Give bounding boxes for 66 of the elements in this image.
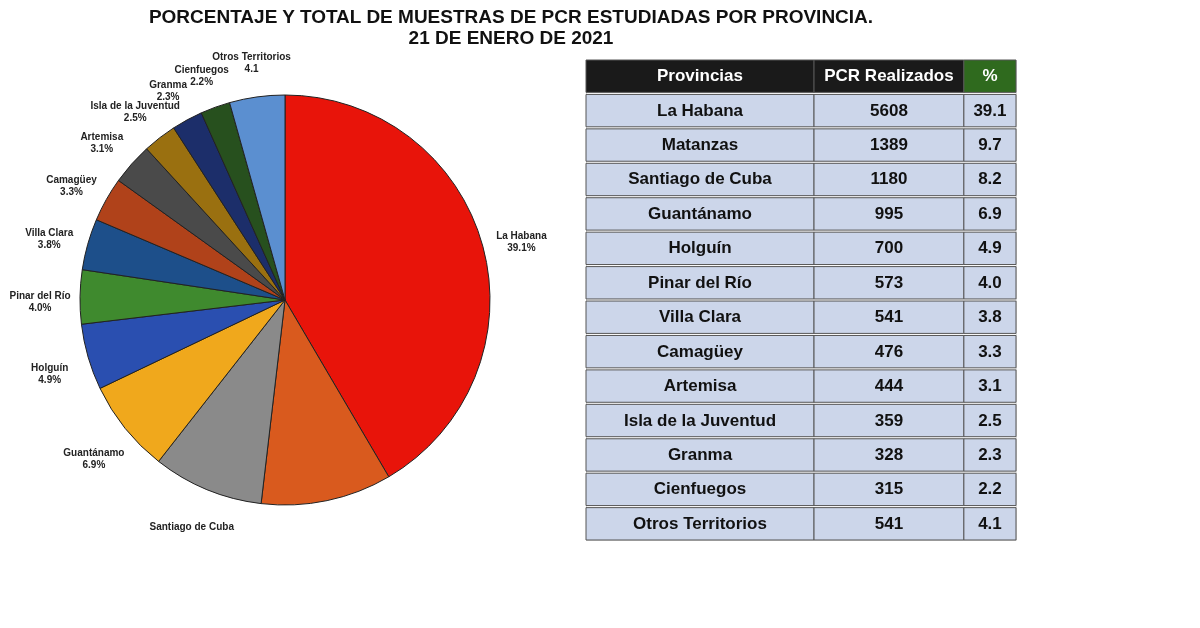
data-label: 359 xyxy=(874,410,904,430)
slice-label: Holguín xyxy=(31,362,69,374)
data-label: 541 xyxy=(874,513,904,533)
slice-label: Granma xyxy=(149,78,188,90)
data-label: 328 xyxy=(874,444,904,464)
data-label: 6.9% xyxy=(82,459,106,471)
data-label: 1389 xyxy=(870,135,908,155)
data-label: 8.2 xyxy=(978,169,1002,189)
data-label: 1180 xyxy=(870,169,908,189)
data-label: 4.0 xyxy=(978,272,1002,292)
data-label: 315 xyxy=(874,479,904,499)
data-label: 573 xyxy=(874,272,904,292)
category-label: Artemisa xyxy=(663,376,737,396)
slice-label: Villa Clara xyxy=(25,227,74,239)
category-label: Holguín xyxy=(668,238,732,258)
data-label: 541 xyxy=(874,307,904,327)
data-label: 4.0% xyxy=(28,302,52,314)
slice-label: Isla de la Juventud xyxy=(90,100,180,112)
data-label: 6.9 xyxy=(978,203,1002,223)
data-label: 700 xyxy=(874,238,904,258)
category-label: Guantánamo xyxy=(648,203,752,223)
slice-label: Pinar del Río xyxy=(9,290,71,302)
category-label: Cienfuegos xyxy=(653,479,747,499)
slice-label: Otros Territorios xyxy=(212,51,292,63)
data-label: 2.2% xyxy=(190,75,214,87)
data-label: 2.5% xyxy=(123,112,147,124)
category-label: La Habana xyxy=(657,100,744,120)
data-label: 4.1 xyxy=(244,63,259,75)
category-label: Camagüey xyxy=(657,341,744,361)
data-label: 4.9 xyxy=(978,238,1002,258)
category-label: Granma xyxy=(667,444,733,464)
data-label: 3.1 xyxy=(978,376,1002,396)
data-label: 444 xyxy=(874,376,904,396)
data-label: 4.9% xyxy=(38,374,62,386)
series-label: PCR Realizados xyxy=(824,66,954,86)
category-label: Matanzas xyxy=(661,135,739,155)
data-label: 39.1% xyxy=(507,241,536,253)
data-label: 476 xyxy=(874,341,904,361)
slice-label: Camagüey xyxy=(46,173,98,185)
slice-label: Artemisa xyxy=(80,131,124,143)
data-label: 39.1 xyxy=(973,100,1007,120)
slice-label: Santiago de Cuba xyxy=(149,520,235,532)
data-label: 3.1% xyxy=(90,143,114,155)
chart-title: PORCENTAJE Y TOTAL DE MUESTRAS DE PCR ESTUDIADAS POR PROVINCIA. 21 DE ENERO DE 2021 xyxy=(148,6,874,49)
data-label: 3.8% xyxy=(37,239,61,251)
data-label: 2.3% xyxy=(156,90,180,102)
category-label: Isla de la Juventud xyxy=(623,410,777,430)
category-label: Santiago de Cuba xyxy=(628,169,773,189)
data-label: 9.7 xyxy=(978,135,1002,155)
category-label: Pinar del Río xyxy=(648,272,752,292)
category-label: Otros Territorios xyxy=(633,513,767,533)
series-label: % xyxy=(982,66,998,86)
data-label: 3.3 xyxy=(978,341,1002,361)
data-label: 995 xyxy=(874,203,904,223)
data-label: 2.5 xyxy=(978,410,1002,430)
slice-label: Cienfuegos xyxy=(174,63,230,75)
data-label: 3.3% xyxy=(60,185,83,197)
data-label: 5608 xyxy=(870,100,908,120)
slice-label: La Habana xyxy=(496,229,548,241)
data-label: 2.3 xyxy=(978,444,1002,464)
data-label: 4.1 xyxy=(978,513,1002,533)
data-label: 2.2 xyxy=(978,479,1002,499)
text: Provincias xyxy=(657,66,744,86)
data-label: 3.8 xyxy=(978,307,1002,327)
slice-label: Guantánamo xyxy=(63,447,125,459)
category-label: Villa Clara xyxy=(659,307,742,327)
